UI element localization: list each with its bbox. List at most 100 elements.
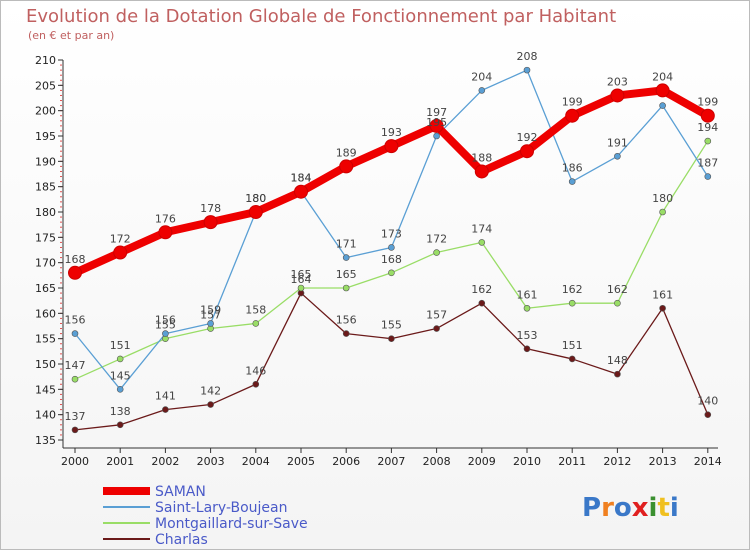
data-label: 174 [471,222,492,235]
data-label: 208 [517,50,538,63]
logo-letter: o [614,493,632,523]
data-point [158,225,173,240]
data-point [659,102,666,109]
data-label: 192 [517,131,538,144]
data-label: 168 [65,253,86,266]
data-label: 178 [200,202,221,215]
y-tick-label: 180 [35,206,56,219]
data-point [520,144,534,159]
data-point [252,320,260,327]
data-label: 141 [155,390,176,403]
data-point [704,173,712,180]
data-label: 145 [110,369,131,382]
data-label: 186 [562,162,583,175]
data-point [207,401,214,408]
y-tick-label: 170 [35,257,56,270]
y-tick-label: 150 [35,358,56,371]
data-point [478,87,486,94]
data-point [116,355,124,363]
data-point [294,184,308,199]
data-label: 157 [426,309,447,322]
y-tick-label: 210 [35,54,56,67]
x-tick-label: 2007 [377,455,405,468]
data-point [610,88,625,103]
data-label: 147 [65,359,86,372]
x-tick-label: 2002 [151,455,179,468]
x-tick-label: 2008 [423,455,451,468]
data-label: 140 [697,395,718,408]
data-point [203,215,218,230]
data-point [342,254,350,261]
data-point [704,411,712,418]
data-point [655,83,670,98]
data-point [433,325,440,332]
data-label: 168 [381,253,402,266]
data-point [384,139,399,154]
data-point [523,345,531,353]
data-label: 188 [471,151,492,164]
data-point [162,406,169,413]
data-label: 159 [200,303,221,316]
data-point [71,426,79,434]
data-point [339,159,354,174]
data-label: 187 [697,157,718,170]
data-label: 197 [426,106,447,119]
data-point [704,137,712,145]
data-point [388,335,395,342]
data-point [523,304,531,312]
data-point [342,330,350,337]
data-point [116,386,124,393]
data-label: 184 [291,172,312,185]
data-point [568,299,576,307]
data-point [614,299,621,307]
data-label: 199 [562,96,583,109]
chart-subtitle: (en € et par an) [28,29,114,42]
y-tick-label: 205 [35,79,56,92]
data-label: 191 [607,136,628,149]
x-tick-label: 2010 [513,455,541,468]
data-label: 171 [336,238,357,251]
data-label: 204 [652,70,673,83]
x-tick-label: 2014 [694,455,722,468]
data-point [71,375,79,383]
y-tick-label: 135 [35,434,56,447]
y-tick-label: 175 [35,231,56,244]
x-tick-label: 2013 [649,455,677,468]
x-tick-label: 2006 [332,455,360,468]
data-point [614,152,621,160]
data-label: 203 [607,75,628,88]
y-tick-label: 145 [35,383,56,396]
data-label: 193 [381,126,402,139]
data-label: 189 [336,146,357,159]
data-label: 195 [426,116,447,129]
data-point [474,164,489,179]
data-label: 165 [291,268,312,281]
data-point [388,269,395,277]
data-label: 194 [697,121,718,134]
y-tick-label: 195 [35,130,56,143]
legend-label-3: Charlas [155,532,208,548]
x-tick-label: 2000 [61,455,89,468]
data-point [433,249,440,256]
data-label: 142 [200,385,221,398]
data-label: 162 [471,283,492,296]
logo-letter: r [601,493,614,523]
data-label: 137 [65,410,86,423]
x-tick-label: 2011 [558,455,586,468]
data-point [252,380,260,388]
logo-letter: x [632,493,649,523]
y-tick-label: 160 [35,307,56,320]
data-label: 151 [110,339,131,352]
data-label: 138 [110,405,131,418]
data-label: 165 [336,268,357,281]
y-tick-label: 200 [35,105,56,118]
data-point [113,245,128,260]
data-point [162,330,169,337]
data-label: 161 [517,288,538,301]
data-point [342,284,350,292]
data-point [568,355,576,363]
data-point [68,265,82,280]
data-label: 161 [652,288,673,301]
data-point [614,370,621,378]
